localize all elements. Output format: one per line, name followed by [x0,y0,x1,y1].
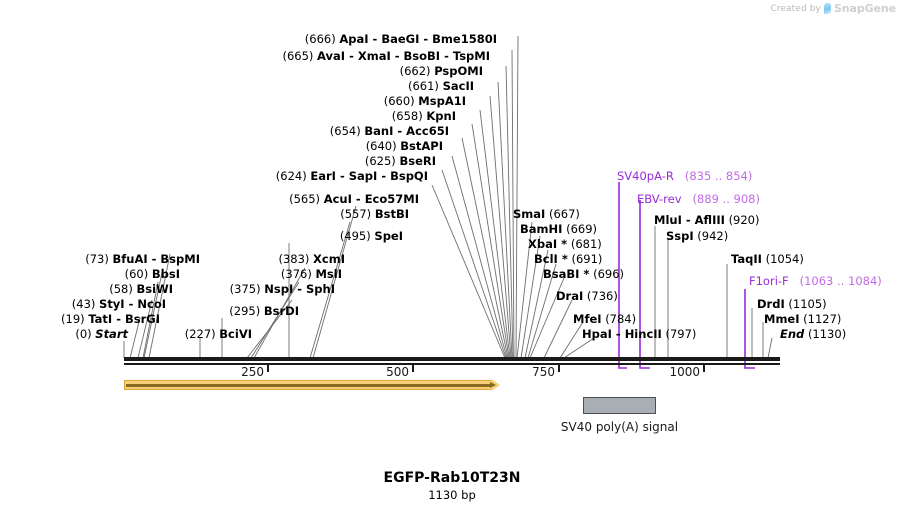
site-label-60: (60) BbsI [124,267,180,281]
snapgene-brand: SnapGene [833,2,896,15]
site-label-654: (654) BanI - Acc65I [329,124,449,138]
site-label-665: (665) AvaI - XmaI - BsoBI - TspMI [282,49,490,63]
site-label-58: (58) BsiWI [109,282,173,296]
orf-arrow-head-inner [490,382,496,388]
site-label-942: SspI (942) [666,229,729,243]
site-label-691: BclI * (691) [534,252,603,266]
snapgene-logo-icon [823,3,831,14]
primer-label-f1ori-f: F1ori-F (1063 .. 1084) [749,274,882,288]
ruler-tick-1000 [703,363,705,372]
ruler-label-1000: 1000 [669,365,700,379]
credit-prefix: Created by [770,3,821,14]
site-label-1127: MmeI (1127) [764,312,842,326]
page-title: EGFP-Rab10T23N [383,470,521,486]
site-label-660: (660) MspA1I [383,94,466,108]
site-label-661: (661) SacII [407,79,474,93]
site-label-624: (624) EarI - SapI - BspQI [275,169,428,183]
site-label-1054: TaqII (1054) [731,252,804,266]
site-label-73: (73) BfuAI - BspMI [85,252,200,266]
site-label-557: (557) BstBI [340,207,409,221]
site-label-19: (19) TatI - BsrGI [61,312,160,326]
site-label-736: DraI (736) [556,289,618,303]
site-label-565: (565) AcuI - Eco57MI [289,192,419,206]
site-label-658: (658) KpnI [391,109,456,123]
orf-arrow-egfp[interactable] [124,379,500,392]
orf-arrow-shaft [126,384,494,387]
site-label-920: MluI - AflIII (920) [654,213,760,227]
site-label-295: (295) BsrDI [229,304,299,318]
site-label-797: HpaI - HincII (797) [582,327,697,341]
site-label-495: (495) SpeI [339,229,403,243]
site-label-662: (662) PspOMI [399,64,483,78]
sequence-backbone-shadow [124,363,780,365]
feature-sv40-polya-signal[interactable] [583,397,656,414]
primer-label-sv40pa-r: SV40pA-R (835 .. 854) [617,169,753,183]
site-label-1105: DrdI (1105) [757,297,827,311]
site-label-43: (43) StyI - NcoI [71,297,166,311]
ruler-tick-500 [412,363,414,372]
feature-label-sv40-polya-signal: SV40 poly(A) signal [560,420,679,434]
site-label-376: (376) MslI [280,267,342,281]
site-label-681: XbaI * (681) [528,237,602,251]
sequence-backbone[interactable] [124,357,780,361]
site-label-696: BsaBI * (696) [543,267,625,281]
ruler-label-500: 500 [386,365,409,379]
site-label-383: (383) XcmI [278,252,345,266]
ruler-tick-250 [267,363,269,372]
site-label-375: (375) NspI - SphI [229,282,335,296]
site-label-1130-end: End (1130) [780,327,847,341]
site-label-0-start: (0) Start [75,327,128,341]
ruler-tick-750 [558,363,560,372]
site-label-625: (625) BseRI [364,154,436,168]
site-label-640: (640) BstAPI [365,139,443,153]
primer-label-ebv-rev: EBV-rev (889 .. 908) [637,192,760,206]
plasmid-length: 1130 bp [428,488,476,502]
ruler-label-750: 750 [532,365,555,379]
site-label-669: BamHI (669) [520,222,598,236]
snapgene-credit: Created by SnapGene [770,2,896,15]
site-label-784: MfeI (784) [573,312,637,326]
ruler-label-250: 250 [241,365,264,379]
site-label-667: SmaI (667) [513,207,580,221]
site-label-666: (666) ApaI - BaeGI - Bme1580I [304,32,497,46]
site-label-227: (227) BciVI [184,327,252,341]
